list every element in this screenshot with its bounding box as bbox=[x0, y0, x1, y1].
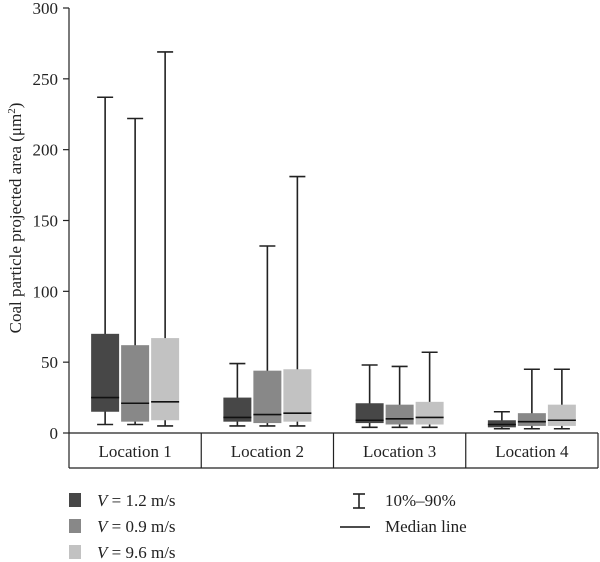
legend-label: V = 0.9 m/s bbox=[97, 517, 176, 536]
y-tick-label: 250 bbox=[33, 70, 59, 89]
legend-label-variable: V bbox=[97, 517, 110, 536]
category-label: Location 2 bbox=[231, 442, 304, 461]
box bbox=[517, 413, 546, 426]
box bbox=[91, 333, 120, 412]
y-tick-label: 50 bbox=[41, 353, 58, 372]
y-tick-label: 300 bbox=[33, 0, 59, 18]
y-axis-label-main: Coal particle projected area (μm bbox=[6, 114, 25, 334]
plot-area bbox=[91, 51, 576, 430]
y-tick-label: 0 bbox=[50, 424, 59, 443]
legend-label-variable: V bbox=[97, 543, 110, 562]
legend-label: V = 9.6 m/s bbox=[97, 543, 176, 562]
y-tick-label: 150 bbox=[33, 212, 59, 231]
y-axis-label-close: ) bbox=[6, 103, 25, 109]
legend-label-value: = 1.2 m/s bbox=[107, 491, 175, 510]
y-tick-label: 200 bbox=[33, 141, 59, 160]
y-axis-label-sup: 2 bbox=[6, 108, 18, 114]
y-axis-label: Coal particle projected area (μm2) bbox=[6, 103, 25, 334]
category-label: Location 1 bbox=[99, 442, 172, 461]
legend-label: 10%–90% bbox=[385, 491, 456, 510]
category-axis: Location 1 Location 2 Location 3 Location 4 bbox=[68, 432, 599, 469]
legend-label-value: = 9.6 m/s bbox=[107, 543, 175, 562]
y-tick-label: 100 bbox=[33, 282, 59, 301]
legend: V = 1.2 m/sV = 0.9 m/sV = 9.6 m/s10%–90%… bbox=[69, 491, 467, 562]
box bbox=[121, 345, 150, 422]
box bbox=[151, 338, 180, 421]
axes: 0 50 100 150 200 250 300 bbox=[33, 0, 70, 443]
box bbox=[385, 404, 414, 425]
legend-label: V = 1.2 m/s bbox=[97, 491, 176, 510]
legend-label-value: = 0.9 m/s bbox=[107, 517, 175, 536]
legend-swatch bbox=[69, 493, 81, 507]
legend-swatch bbox=[69, 545, 81, 559]
category-label: Location 4 bbox=[495, 442, 569, 461]
category-label: Location 3 bbox=[363, 442, 436, 461]
box bbox=[355, 403, 384, 424]
legend-label-variable: V bbox=[97, 491, 110, 510]
legend-label: Median line bbox=[385, 517, 467, 536]
box bbox=[415, 401, 444, 425]
box bbox=[547, 404, 576, 426]
legend-swatch bbox=[69, 519, 81, 533]
